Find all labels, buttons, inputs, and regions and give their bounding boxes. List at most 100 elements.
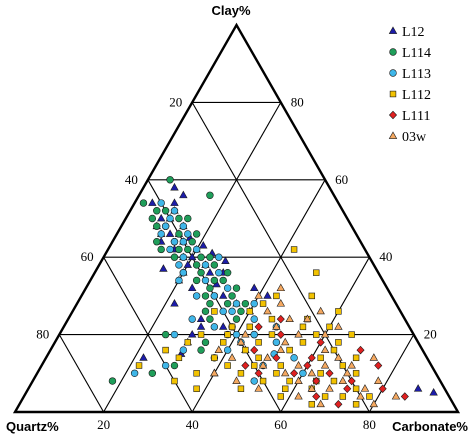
point-L112-32 xyxy=(317,370,324,377)
point-L114-19 xyxy=(170,361,179,370)
legend-marker-L112 xyxy=(389,90,397,98)
point-L111-10 xyxy=(276,330,285,339)
point-03w-34 xyxy=(236,337,246,346)
point-L114-32 xyxy=(201,292,210,300)
point-L113-19 xyxy=(130,369,139,377)
legend-marker-L114 xyxy=(389,48,397,56)
point-03w-9 xyxy=(343,368,352,377)
data-points xyxy=(108,176,438,409)
ternary-triangle-outline xyxy=(12,22,461,414)
point-L114-0 xyxy=(206,191,214,199)
point-L111-5 xyxy=(343,384,352,394)
point-03w-6 xyxy=(294,391,303,400)
point-L111-17 xyxy=(334,400,343,409)
point-L114-45 xyxy=(139,199,148,207)
point-03w-40 xyxy=(316,399,325,408)
point-L113-18 xyxy=(161,361,170,370)
tick-label-left-60: 60 xyxy=(81,249,94,264)
point-L111-16 xyxy=(312,392,321,401)
legend-label-L114: L114 xyxy=(402,46,431,61)
point-L114-25 xyxy=(192,261,201,269)
point-L112-38 xyxy=(335,339,342,346)
point-L112-55 xyxy=(255,354,262,362)
point-L112-10 xyxy=(282,385,289,392)
point-L113-30 xyxy=(299,369,307,377)
point-L114-31 xyxy=(192,276,201,285)
point-L113-43 xyxy=(250,299,258,308)
point-L12-42 xyxy=(413,384,423,392)
point-L113-23 xyxy=(215,268,223,277)
tick-labels: 20 40 60 80 20 40 60 80 20 40 60 80 xyxy=(36,94,436,432)
point-03w-31 xyxy=(369,399,379,408)
point-L113-16 xyxy=(223,346,232,354)
point-L12-22 xyxy=(221,256,230,264)
point-L113-37 xyxy=(157,230,165,238)
grid-line-quartz-60 xyxy=(103,256,193,413)
point-L112-6 xyxy=(273,370,280,377)
point-L113-28 xyxy=(170,330,179,339)
tick-label-right-40: 40 xyxy=(379,249,392,264)
point-03w-10 xyxy=(320,360,330,369)
point-L113-27 xyxy=(188,315,196,323)
point-L12-40 xyxy=(196,314,206,323)
point-L114-29 xyxy=(170,253,179,261)
point-L12-31 xyxy=(196,322,206,330)
point-L112-45 xyxy=(220,339,227,346)
point-L114-11 xyxy=(206,284,214,292)
point-03w-21 xyxy=(320,329,330,338)
point-L12-5 xyxy=(170,198,179,206)
tick-label-left-20: 20 xyxy=(169,94,182,109)
point-03w-17 xyxy=(263,306,272,315)
point-L112-2 xyxy=(211,354,218,362)
point-L113-20 xyxy=(210,323,219,331)
point-L114-18 xyxy=(197,346,205,354)
point-L111-7 xyxy=(400,392,409,401)
point-L113-6 xyxy=(166,214,174,223)
point-L114-42 xyxy=(206,253,214,261)
point-L114-7 xyxy=(184,245,192,254)
point-L112-0 xyxy=(162,346,169,354)
point-L113-12 xyxy=(232,299,241,308)
point-03w-11 xyxy=(334,353,343,361)
tick-label-right-80: 80 xyxy=(291,94,304,109)
point-L112-8 xyxy=(286,377,293,385)
point-L114-41 xyxy=(232,284,241,292)
point-03w-8 xyxy=(338,376,348,384)
point-L12-2 xyxy=(156,213,166,222)
point-L112-3 xyxy=(224,362,231,369)
point-L112-41 xyxy=(313,269,320,276)
point-03w-2 xyxy=(294,360,303,369)
point-L113-31 xyxy=(290,354,298,362)
point-L112-33 xyxy=(330,377,338,385)
point-L114-28 xyxy=(157,245,165,254)
point-L114-9 xyxy=(197,268,205,277)
point-L112-50 xyxy=(193,370,200,377)
point-L112-16 xyxy=(197,331,205,338)
tick-label-bottom-80: 80 xyxy=(363,417,376,432)
point-L113-38 xyxy=(192,292,201,300)
point-03w-32 xyxy=(374,376,383,384)
point-L111-8 xyxy=(356,345,365,355)
point-L114-27 xyxy=(148,214,157,223)
point-L114-40 xyxy=(223,268,232,277)
series-L113 xyxy=(130,199,307,385)
point-L114-12 xyxy=(228,292,236,300)
point-L111-14 xyxy=(254,322,263,332)
legend-label-03w: 03w xyxy=(402,130,427,145)
point-L112-43 xyxy=(335,308,342,315)
point-L112-30 xyxy=(299,323,307,331)
point-03w-7 xyxy=(325,384,334,392)
point-L12-38 xyxy=(159,264,168,272)
point-L12-45 xyxy=(263,291,272,299)
point-L111-2 xyxy=(303,361,312,370)
point-03w-3 xyxy=(307,368,317,377)
point-03w-24 xyxy=(316,306,325,315)
point-L12-44 xyxy=(250,283,259,292)
point-L112-9 xyxy=(237,385,245,392)
point-L114-20 xyxy=(148,369,157,377)
point-L12-19 xyxy=(183,260,192,268)
point-L113-9 xyxy=(201,261,210,269)
point-03w-39 xyxy=(369,353,379,361)
point-03w-25 xyxy=(227,353,237,361)
point-L112-22 xyxy=(246,308,253,315)
